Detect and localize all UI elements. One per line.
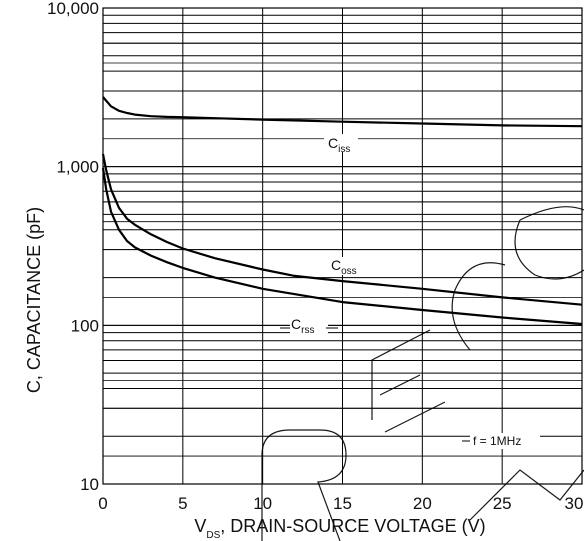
series-line-crss [101,167,583,326]
series-label-ciss-main: C [328,135,338,151]
series-label-coss: Coss [328,257,368,277]
y-tick-label: 10 [80,475,99,494]
y-axis-ticks: 10 100 1,000 10,000 [47,0,99,494]
x-tick-label: 10 [253,494,272,513]
y-axis-title: C, CAPACITANCE (pF) [24,207,44,393]
y-tick-label: 10,000 [47,0,99,18]
x-tick-label: 30 [565,494,584,513]
frequency-annotation-text: f = 1MHz [473,434,521,448]
x-axis-ticks: 0 5 10 15 20 25 30 [98,494,583,513]
series-label-coss-sub: oss [341,266,357,277]
x-tick-label: 0 [98,494,107,513]
series-label-crss: Crss [280,316,338,336]
series-label-crss-main: C [291,316,301,332]
x-tick-label: 15 [333,494,352,513]
x-axis-title: VDS, DRAIN-SOURCE VOLTAGE (V) [194,516,485,541]
x-axis-title-sub: DS [206,530,220,541]
y-tick-label: 100 [71,316,99,335]
series-label-crss-sub: rss [301,325,314,336]
frequency-annotation: f = 1MHz [462,433,540,449]
svg-text:Crss: Crss [291,316,314,336]
x-axis-title-rest: , DRAIN-SOURCE VOLTAGE (V) [220,516,485,536]
x-axis-title-main: V [194,516,206,536]
series-lines [101,96,583,326]
y-tick-label: 1,000 [56,158,99,177]
x-tick-label: 20 [413,494,432,513]
plot-frame [102,7,583,485]
watermark [261,206,584,541]
x-tick-label: 25 [493,494,512,513]
x-tick-label: 5 [178,494,187,513]
series-line-ciss [102,96,583,128]
svg-text:Ciss: Ciss [328,135,350,155]
svg-text:Coss: Coss [331,257,357,277]
series-label-ciss: Ciss [324,134,358,155]
grid [102,7,583,485]
series-label-ciss-sub: iss [338,144,350,155]
plot-area [101,7,583,485]
series-label-coss-main: C [331,257,341,273]
series-line-coss [101,153,583,306]
